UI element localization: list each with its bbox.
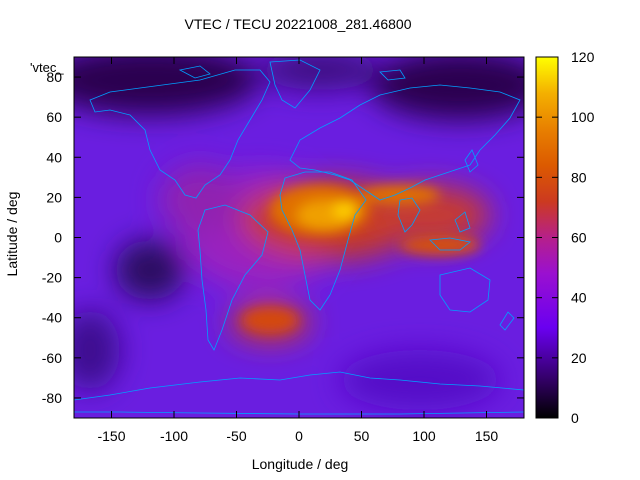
x-tick-label: 50 <box>354 428 370 444</box>
x-tick-label: -100 <box>160 428 188 444</box>
x-tick-label: 100 <box>412 428 436 444</box>
y-tick-label: -20 <box>42 270 62 286</box>
colorbar-tick-label: 40 <box>571 290 587 306</box>
x-axis-label: Longitude / deg <box>251 456 349 472</box>
y-tick-label: 40 <box>46 149 62 165</box>
colorbar-tick-label: 0 <box>571 410 579 426</box>
series-key-label: 'vtec_ <box>30 60 64 75</box>
x-tick-label: -50 <box>226 428 246 444</box>
y-tick-label: -40 <box>42 310 62 326</box>
x-tick-label: 0 <box>295 428 303 444</box>
colorbar-tick-label: 100 <box>571 109 595 125</box>
x-tick-label: -150 <box>97 428 125 444</box>
y-tick-label: 60 <box>46 109 62 125</box>
chart-title: VTEC / TECU 20221008_281.46800 <box>184 16 412 32</box>
axes: -150 -100 -50 0 50 100 150 80 60 40 20 0 -20 -40 -60 -8… <box>42 57 524 444</box>
colorbar-tick-label: 80 <box>571 169 587 185</box>
y-tick-label: -60 <box>42 350 62 366</box>
colorbar-tick-label: 120 <box>571 49 595 65</box>
colorbar-tick-label: 60 <box>571 230 587 246</box>
colorbar-axis: 120 100 80 60 40 20 0 <box>536 49 595 426</box>
colorbar-tick-label: 20 <box>571 350 587 366</box>
y-tick-label: 80 <box>46 69 62 85</box>
y-tick-label: -80 <box>42 390 62 406</box>
vtec-heatmap <box>74 57 524 418</box>
y-tick-label: 20 <box>46 189 62 205</box>
coastlines <box>74 59 524 415</box>
y-tick-label: 0 <box>54 230 62 246</box>
x-tick-label: 150 <box>475 428 499 444</box>
